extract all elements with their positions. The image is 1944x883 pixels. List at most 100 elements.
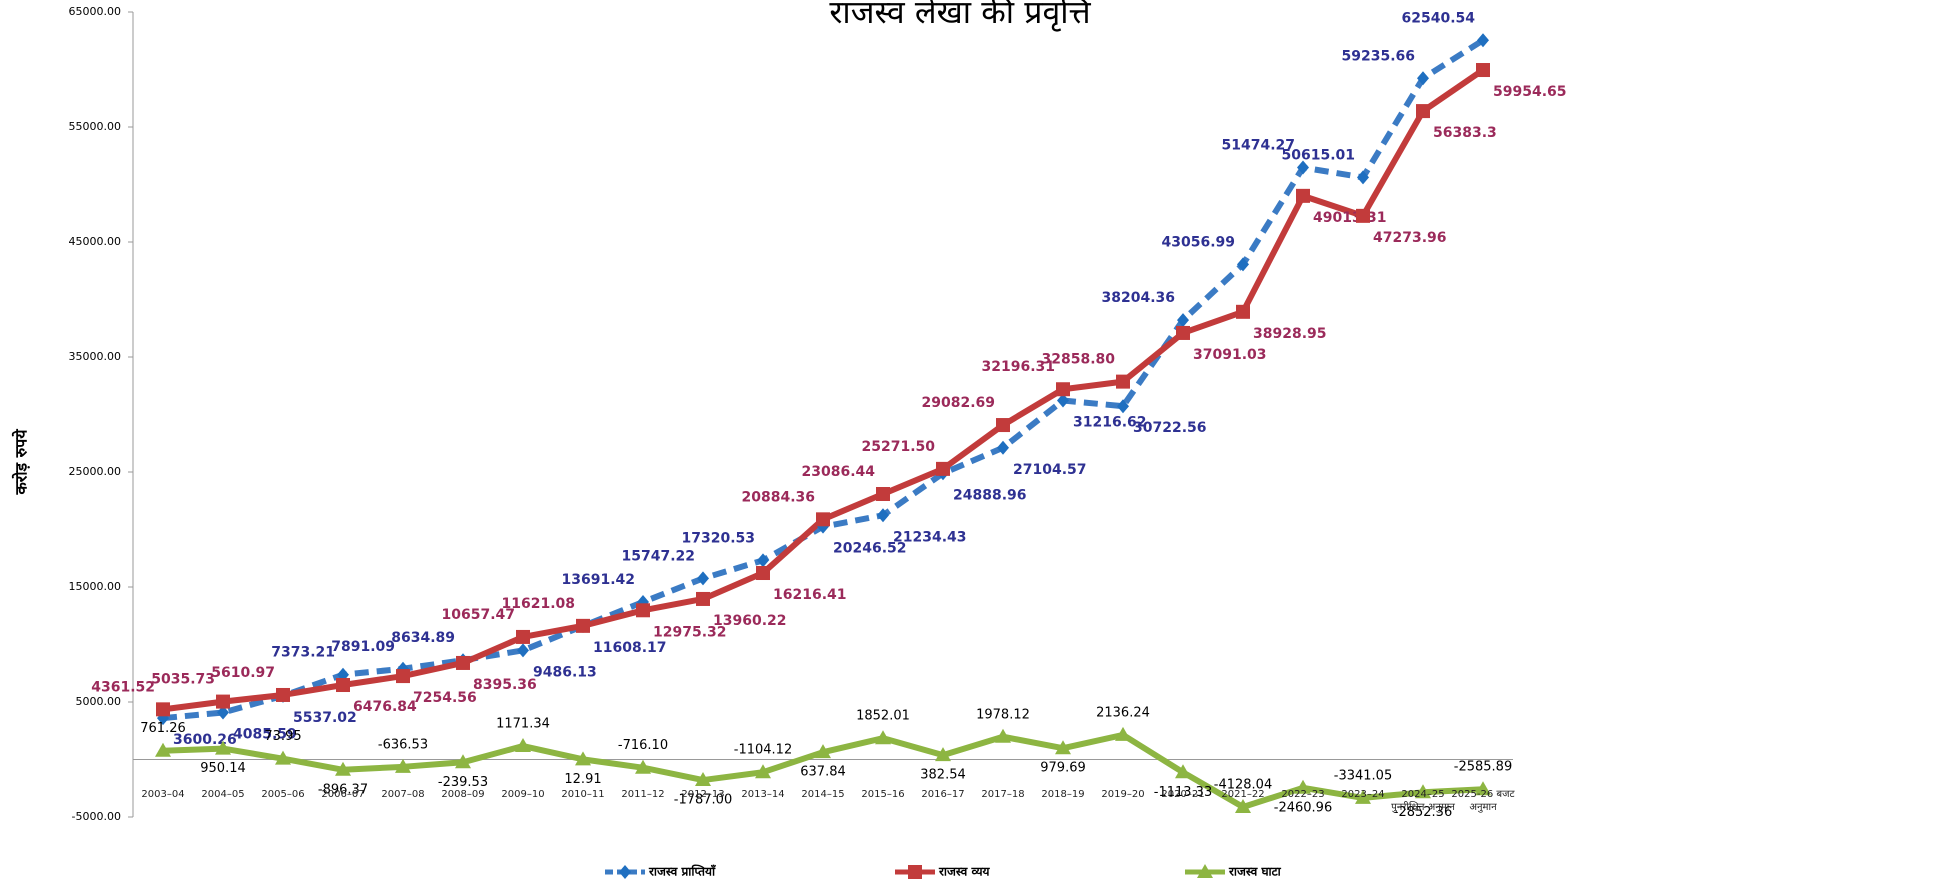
x-tick-label: 2009–10 bbox=[501, 788, 545, 800]
x-tick-label: 2020–21 bbox=[1161, 788, 1205, 800]
data-label: 5537.02 bbox=[293, 710, 357, 726]
data-label: 382.54 bbox=[920, 768, 966, 783]
marker bbox=[1475, 781, 1491, 796]
data-label: 13691.42 bbox=[561, 572, 635, 588]
data-label: 29082.69 bbox=[921, 395, 995, 411]
marker bbox=[935, 747, 951, 762]
data-label: 38928.95 bbox=[1253, 326, 1327, 342]
marker bbox=[335, 761, 351, 776]
legend-label: राजस्व प्राप्तियाँ bbox=[648, 865, 716, 879]
marker bbox=[696, 591, 710, 606]
x-tick-label: 2004–05 bbox=[201, 788, 245, 800]
data-label: 7373.21 bbox=[271, 645, 335, 661]
marker bbox=[936, 461, 950, 476]
data-label: 17320.53 bbox=[681, 530, 755, 546]
marker bbox=[816, 512, 830, 527]
marker bbox=[396, 669, 410, 684]
data-label: 12975.32 bbox=[653, 624, 727, 640]
marker bbox=[395, 758, 411, 773]
x-tick-label: 2024–25 पुनरीक्षित अनुमान bbox=[1391, 788, 1455, 813]
marker bbox=[695, 772, 711, 787]
data-label: 47273.96 bbox=[1373, 230, 1447, 246]
marker bbox=[757, 553, 769, 568]
marker bbox=[1417, 71, 1429, 86]
marker bbox=[517, 643, 529, 658]
data-label: 1171.34 bbox=[496, 717, 550, 732]
data-label: 59235.66 bbox=[1341, 48, 1415, 64]
data-label: 21234.43 bbox=[893, 529, 967, 545]
marker bbox=[756, 566, 770, 581]
data-label: 761.26 bbox=[140, 721, 186, 736]
marker bbox=[276, 687, 290, 702]
marker bbox=[1476, 63, 1490, 78]
data-label: -1787.00 bbox=[674, 793, 732, 808]
data-label: 20246.52 bbox=[833, 541, 907, 557]
data-label: 56383.3 bbox=[1433, 125, 1497, 141]
x-tick-label: 2012–13 bbox=[681, 788, 725, 800]
marker bbox=[455, 754, 471, 769]
marker bbox=[1236, 304, 1250, 319]
data-label: -2460.96 bbox=[1274, 800, 1332, 815]
data-label: 50615.01 bbox=[1281, 147, 1355, 163]
data-label: 49013.31 bbox=[1313, 210, 1387, 226]
data-label: 32858.80 bbox=[1041, 352, 1115, 368]
marker bbox=[875, 730, 891, 745]
data-label: -1113.33 bbox=[1154, 785, 1212, 800]
data-label: 73.95 bbox=[264, 729, 301, 744]
y-tick-label: -5000.00 bbox=[72, 810, 121, 823]
y-tick-label: 45000.00 bbox=[69, 235, 122, 248]
x-tick-label: 2013–14 bbox=[741, 788, 785, 800]
marker bbox=[1115, 726, 1131, 741]
data-label: 5610.97 bbox=[211, 665, 275, 681]
legend-label: राजस्व घाटा bbox=[1228, 865, 1282, 879]
marker bbox=[697, 571, 709, 586]
marker bbox=[1295, 779, 1311, 794]
data-label: 1852.01 bbox=[856, 709, 910, 724]
marker bbox=[516, 629, 530, 644]
data-label: 979.69 bbox=[1040, 761, 1086, 776]
marker bbox=[215, 740, 231, 755]
marker bbox=[908, 865, 922, 879]
data-label: 16216.41 bbox=[773, 587, 847, 603]
x-tick-label: 2014–15 bbox=[801, 788, 845, 800]
marker bbox=[1415, 784, 1431, 799]
data-label: 4361.52 bbox=[91, 679, 155, 695]
data-label: 37091.03 bbox=[1193, 347, 1267, 363]
marker bbox=[1297, 160, 1309, 175]
data-label: 637.84 bbox=[800, 765, 846, 780]
marker bbox=[275, 750, 291, 765]
x-tick-label: 2019–20 bbox=[1101, 788, 1145, 800]
x-tick-label: 2021–22 bbox=[1221, 788, 1265, 800]
marker bbox=[1235, 798, 1251, 813]
data-label: 15747.22 bbox=[621, 548, 695, 564]
marker bbox=[456, 655, 470, 670]
marker bbox=[997, 440, 1009, 455]
marker bbox=[575, 751, 591, 766]
x-tick-label: 2007–08 bbox=[381, 788, 425, 800]
y-tick-label: 65000.00 bbox=[69, 5, 122, 18]
marker bbox=[1356, 208, 1370, 223]
x-tick-label: 2023–24 bbox=[1341, 788, 1385, 800]
marker bbox=[1296, 188, 1310, 203]
marker bbox=[1357, 170, 1369, 185]
data-label: 8395.36 bbox=[473, 677, 537, 693]
marker bbox=[156, 702, 170, 717]
data-label: -4128.04 bbox=[1214, 777, 1272, 792]
data-label: 25271.50 bbox=[861, 439, 935, 455]
marker bbox=[515, 738, 531, 753]
data-label: -239.53 bbox=[438, 775, 488, 790]
marker bbox=[1117, 399, 1129, 414]
marker bbox=[996, 418, 1010, 433]
x-tick-label: 2011–12 bbox=[621, 788, 665, 800]
marker bbox=[216, 694, 230, 709]
data-label: 11608.17 bbox=[593, 640, 667, 656]
x-tick-label: 2017–18 bbox=[981, 788, 1025, 800]
data-label: -2585.89 bbox=[1454, 760, 1512, 775]
data-label: 51474.27 bbox=[1221, 138, 1295, 154]
data-label: 12.91 bbox=[564, 772, 601, 787]
data-label: 950.14 bbox=[200, 761, 246, 776]
legend-label: राजस्व व्यय bbox=[938, 865, 991, 879]
data-label: 59954.65 bbox=[1493, 84, 1567, 100]
